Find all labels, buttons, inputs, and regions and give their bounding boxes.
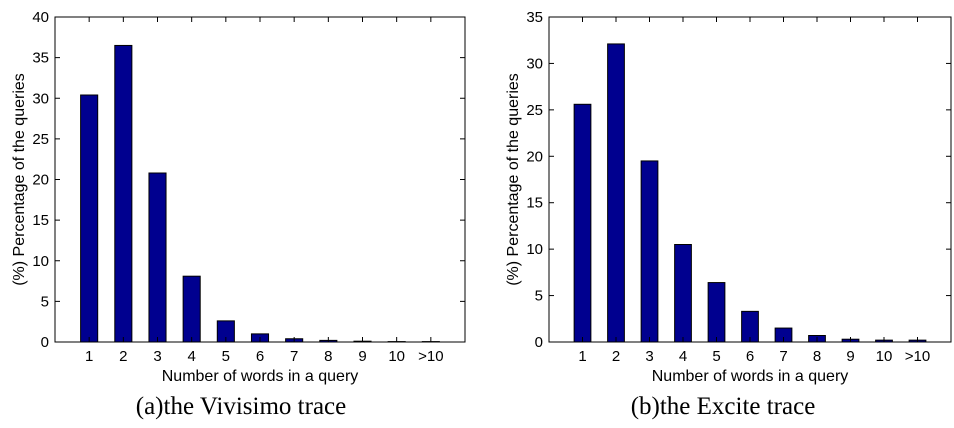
y-tick-label: 25: [526, 102, 543, 119]
x-tick-label: 5: [222, 348, 230, 365]
x-tick-label: 6: [746, 348, 754, 365]
x-tick-label: 10: [388, 348, 405, 365]
chart-excite: 0 5 10 15 20 25 30 35 1 2 3 4 5 6 7 8 9 10 >10 Number of wo…: [505, 9, 952, 420]
x-tick-label: 5: [712, 348, 720, 365]
x-tick-label: 6: [256, 348, 264, 365]
bar-4: [182, 275, 201, 343]
x-axis-label: Number of words in a query: [652, 368, 849, 385]
y-tick-label: 0: [41, 334, 49, 351]
x-tick-label: 2: [119, 348, 127, 365]
y-tick-label: 5: [535, 288, 543, 305]
x-tick-label: 7: [779, 348, 787, 365]
y-tick-label: 20: [32, 172, 49, 189]
bar-1: [80, 94, 99, 343]
bar-4: [674, 244, 692, 343]
x-tick-label: 3: [153, 348, 161, 365]
y-tick-label: 15: [526, 195, 543, 212]
bar-5: [707, 282, 726, 343]
y-tick-label: 15: [32, 212, 49, 229]
x-tick-label: 4: [679, 348, 687, 365]
x-tick-label: 8: [324, 348, 332, 365]
bar-2: [114, 44, 133, 343]
bar-2: [607, 43, 625, 343]
y-tick-label: 10: [32, 253, 49, 270]
x-tick-label: 2: [612, 348, 620, 365]
x-tick-label: 7: [290, 348, 298, 365]
x-tick-label: 10: [876, 348, 893, 365]
chart-caption: (a)the Vivisimo trace: [136, 393, 346, 420]
y-axis-label: (%) Percentage of the queries: [11, 73, 28, 286]
x-tick-label: 9: [846, 348, 854, 365]
y-tick-label: 5: [41, 293, 49, 310]
y-tick-label: 40: [32, 9, 49, 26]
y-tick-label: 30: [526, 55, 543, 72]
bar-3: [148, 172, 167, 343]
x-tick-label: >10: [905, 348, 930, 365]
y-axis-label: (%) Percentage of the queries: [505, 73, 522, 286]
y-tick-label: 35: [526, 9, 543, 26]
x-tick-label: 4: [187, 348, 195, 365]
x-tick-label: 3: [645, 348, 653, 365]
bar-1: [573, 103, 592, 343]
y-tick-label: 10: [526, 241, 543, 258]
y-tick-label: 0: [535, 334, 543, 351]
chart-vivisimo: 0 5 10 15 20 25 30 35 40 1 2 3 4 5 6 7 8 9 10 >10 Number of …: [11, 9, 466, 420]
y-tick-label: 25: [32, 131, 49, 148]
x-tick-label: 1: [578, 348, 586, 365]
bar-3: [640, 160, 659, 343]
x-tick-label: 1: [85, 348, 93, 365]
y-tick-label: 30: [32, 90, 49, 107]
chart-caption: (b)the Excite trace: [631, 393, 816, 420]
x-tick-label: 8: [813, 348, 821, 365]
x-tick-label: 9: [358, 348, 366, 365]
y-tick-label: 35: [32, 50, 49, 67]
y-tick-label: 20: [526, 148, 543, 165]
x-tick-label: >10: [418, 348, 443, 365]
x-axis-label: Number of words in a query: [162, 368, 359, 385]
